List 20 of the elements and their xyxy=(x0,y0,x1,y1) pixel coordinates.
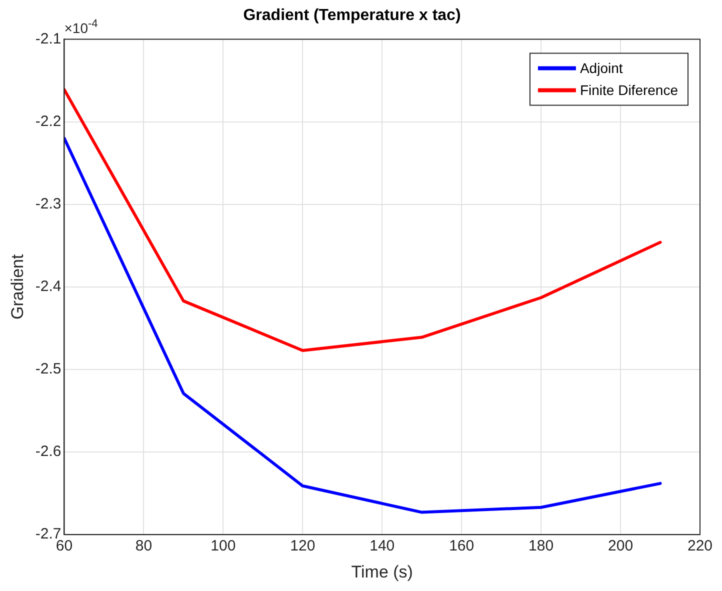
y-tick-label: -2.1 xyxy=(35,30,62,48)
x-tick-label: 200 xyxy=(608,538,634,555)
x-tick-label: 160 xyxy=(449,538,474,555)
legend-label: Finite Diference xyxy=(580,82,678,98)
x-tick-label: 120 xyxy=(290,538,316,555)
x-axis-title: Time (s) xyxy=(351,562,413,582)
chart-title: Gradient (Temperature x tac) xyxy=(243,7,461,24)
y-tick-label: -2.4 xyxy=(35,278,62,296)
x-tick-label: 80 xyxy=(135,538,152,555)
y-tick-label: -2.3 xyxy=(35,195,62,212)
x-tick-label: 220 xyxy=(687,538,713,555)
y-axis-title: Gradient xyxy=(8,254,27,320)
y-tick-label: -2.5 xyxy=(35,360,62,378)
y-tick-label: -2.6 xyxy=(35,443,62,460)
legend-label: Adjoint xyxy=(580,60,623,76)
x-tick-label: 180 xyxy=(528,538,554,555)
x-tick-label: 140 xyxy=(370,538,395,555)
y-tick-label: -2.2 xyxy=(35,112,62,130)
x-tick-label: 100 xyxy=(210,538,236,555)
x-tick-label: 60 xyxy=(56,538,73,555)
